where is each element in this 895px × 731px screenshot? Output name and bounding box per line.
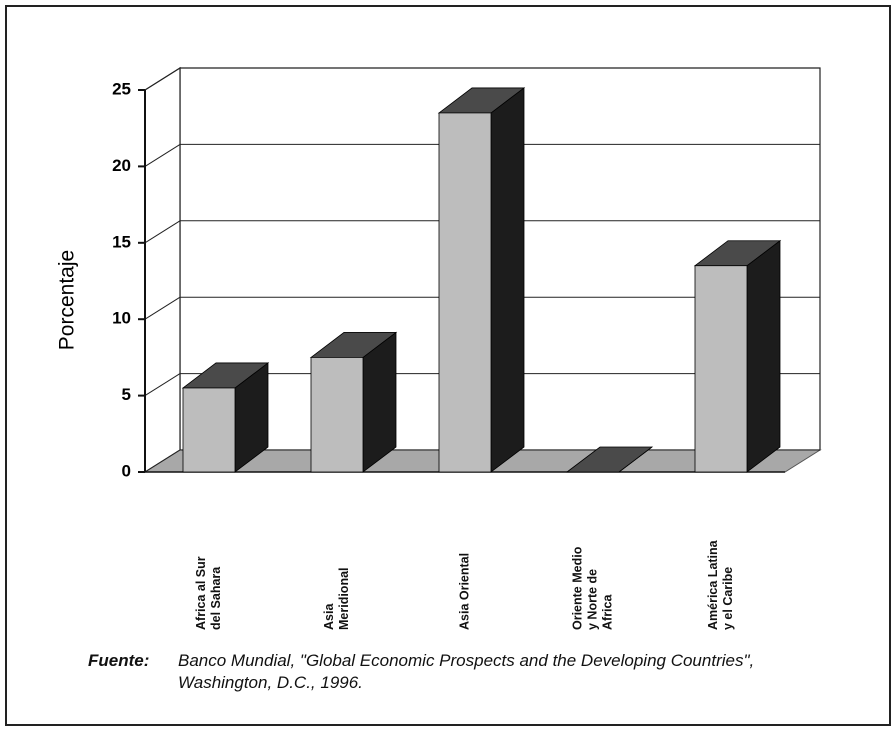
y-tick-label: 25 — [112, 79, 131, 98]
x-tick-label: Asia Meridional — [322, 567, 351, 630]
bar — [694, 265, 748, 473]
frame — [5, 5, 891, 726]
grid-line — [144, 449, 181, 473]
grid-line — [144, 220, 181, 244]
grid-line — [144, 373, 181, 397]
x-tick-label: América Latina y el Caribe — [706, 540, 735, 630]
source-label: Fuente: — [88, 651, 150, 670]
y-tick-label: 20 — [112, 156, 131, 175]
x-tick-label: Africa al Sur del Sahara — [194, 556, 223, 630]
bar — [182, 387, 236, 473]
bar-side — [746, 239, 781, 473]
y-tick-label: 10 — [112, 309, 131, 328]
side-wall — [144, 66, 181, 474]
source-text: Banco Mundial, "Global Economic Prospect… — [178, 651, 755, 692]
x-tick-label: Oriente Medio y Norte de Africa — [570, 546, 615, 630]
y-tick-label: 5 — [122, 385, 131, 404]
bar — [310, 356, 364, 473]
bar — [438, 112, 492, 473]
y-tick-label: 0 — [122, 461, 131, 480]
bar-side — [490, 87, 525, 473]
y-tick-label: 15 — [112, 232, 131, 251]
bar-top — [565, 446, 654, 473]
grid-line — [144, 143, 181, 167]
x-tick-label: Asia Oriental — [457, 552, 472, 630]
grid-line — [144, 67, 181, 91]
y-axis-label: Porcentaje — [56, 250, 79, 350]
source: Fuente: Banco Mundial, "Global Economic … — [88, 650, 828, 694]
grid-line — [144, 296, 181, 320]
